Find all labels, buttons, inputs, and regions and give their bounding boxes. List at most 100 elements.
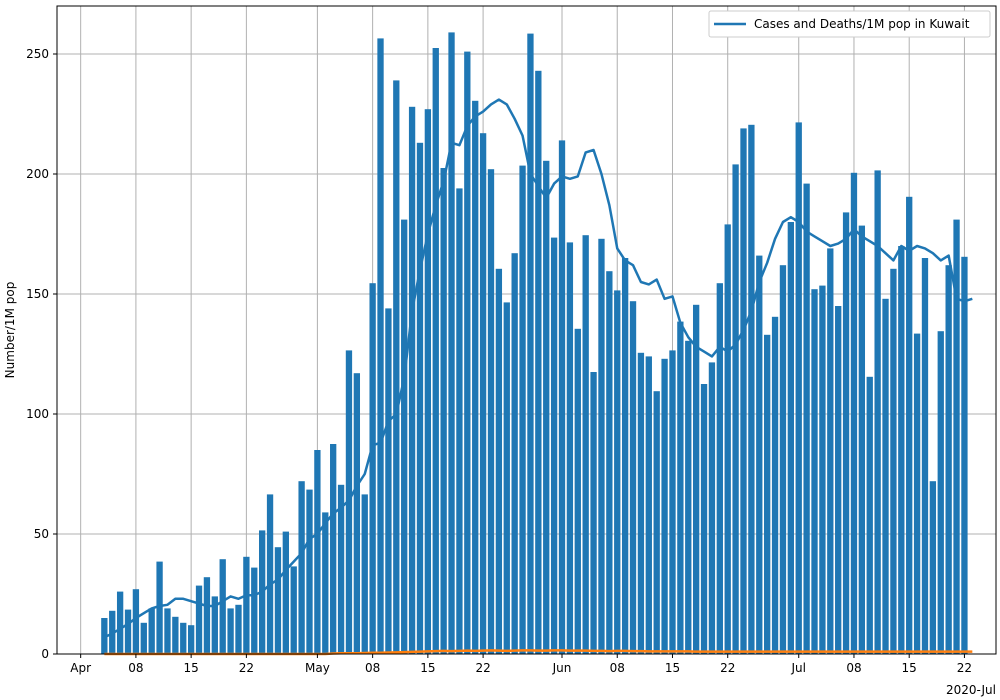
bar <box>487 169 495 654</box>
bar <box>842 212 850 654</box>
bar <box>614 290 621 654</box>
y-axis-ticks: 0 50 100 150 200 250 <box>26 47 57 661</box>
bar <box>621 258 629 654</box>
bar <box>456 188 463 654</box>
bar <box>195 585 203 654</box>
x-tick-label: May <box>305 661 330 675</box>
bar <box>322 512 329 654</box>
bar <box>961 256 968 654</box>
y-tick-label: 150 <box>26 287 49 301</box>
x-tick-label: 15 <box>184 661 199 675</box>
bar <box>140 622 147 654</box>
bar <box>740 128 747 654</box>
bar <box>282 531 289 654</box>
bar <box>764 334 771 654</box>
bar <box>803 183 810 654</box>
bar <box>369 283 376 654</box>
x-tick-label: 15 <box>902 661 917 675</box>
bar <box>582 235 589 654</box>
bar <box>779 265 787 654</box>
bar <box>401 219 408 654</box>
bar <box>756 255 763 654</box>
y-tick-label: 0 <box>41 647 49 661</box>
bar <box>472 100 479 655</box>
x-tick-label: 08 <box>365 661 380 675</box>
x-tick-label: 22 <box>239 661 254 675</box>
line-series-cases <box>103 98 973 639</box>
bar <box>432 48 439 654</box>
y-axis-label: Number/1M pop <box>3 282 17 379</box>
x-tick-label: 22 <box>475 661 490 675</box>
x-tick-label: 15 <box>665 661 680 675</box>
bar <box>448 32 455 654</box>
bar <box>124 609 132 654</box>
bar <box>424 109 432 654</box>
bar <box>874 170 881 654</box>
bar <box>661 358 668 654</box>
bar <box>574 328 581 654</box>
bar <box>187 625 195 654</box>
x-axis-offset-label: 2020-Jul <box>946 683 996 697</box>
bar <box>629 301 637 654</box>
bar <box>677 321 684 654</box>
bar <box>440 168 447 654</box>
y-tick-label: 250 <box>26 47 49 61</box>
x-tick-label: 15 <box>420 661 435 675</box>
bar <box>811 289 818 654</box>
x-tick-label: 08 <box>610 661 625 675</box>
bar <box>227 608 234 654</box>
y-tick-label: 200 <box>26 167 49 181</box>
bar <box>732 164 739 654</box>
bar-series-cases <box>101 32 968 655</box>
bar <box>479 133 487 654</box>
x-axis-ticks: Apr 08 15 22 May 08 15 22 Jun 08 15 22 Jul 08 15 22 <box>70 654 972 675</box>
bar <box>503 302 510 654</box>
bar <box>566 242 574 654</box>
x-tick-label: Jun <box>552 661 572 675</box>
bar <box>882 298 889 654</box>
bar <box>945 265 952 654</box>
bar <box>156 561 163 654</box>
bar <box>132 589 140 654</box>
y-tick-label: 50 <box>34 527 49 541</box>
x-tick-label: Apr <box>70 661 91 675</box>
bar <box>353 373 361 654</box>
bar <box>393 80 400 654</box>
bar <box>692 304 700 654</box>
bar <box>906 196 913 655</box>
bar <box>219 559 226 654</box>
bar <box>558 140 566 654</box>
bar <box>708 362 716 654</box>
bar <box>645 356 652 654</box>
bar <box>385 308 392 654</box>
bar <box>235 604 242 654</box>
bar <box>748 124 755 655</box>
legend: Cases and Deaths/1M pop in Kuwait <box>708 10 991 38</box>
x-tick-label: 08 <box>128 661 143 675</box>
bar <box>164 608 171 654</box>
bar <box>913 333 921 654</box>
bar <box>511 253 518 654</box>
bar <box>771 316 779 654</box>
legend-box <box>708 10 991 38</box>
bar <box>937 331 944 654</box>
bar <box>345 350 353 654</box>
x-tick-label: 08 <box>846 661 861 675</box>
bar <box>290 566 297 654</box>
bar <box>890 268 897 654</box>
bar <box>330 444 337 654</box>
bar <box>550 237 558 654</box>
bar <box>590 372 597 654</box>
bar <box>211 596 218 654</box>
bar <box>716 283 723 654</box>
bar <box>898 246 905 654</box>
bar <box>377 38 384 654</box>
bar <box>519 165 526 654</box>
bar <box>858 225 866 654</box>
bar <box>361 494 368 654</box>
bar <box>827 248 834 654</box>
bar <box>606 271 613 654</box>
bar <box>929 481 937 654</box>
bar <box>180 622 187 654</box>
